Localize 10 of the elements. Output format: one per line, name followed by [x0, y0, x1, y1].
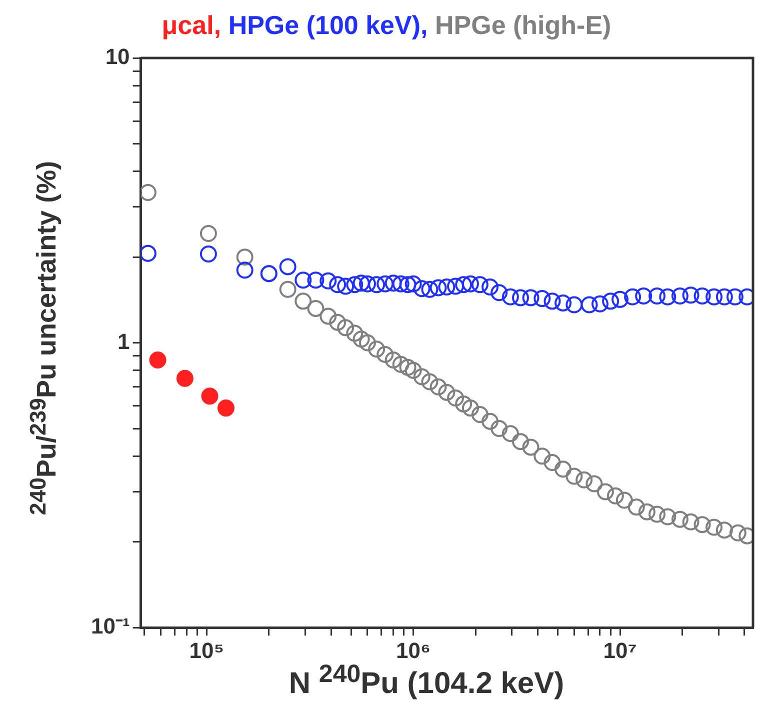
- text: μcal,: [162, 10, 222, 40]
- y-tick-label: 1: [118, 328, 130, 354]
- x-tick-label: 10⁶: [396, 638, 431, 663]
- text: HPGe (100 keV),: [228, 10, 429, 40]
- x-tick-label: 10⁵: [189, 638, 224, 663]
- x-tick-label: 10⁷: [603, 638, 637, 663]
- x-axis-title: N $^{240}$Pu (104.2 keV): [288, 660, 564, 700]
- text: HPGe (high-E): [434, 10, 612, 40]
- y-tick-label: 10: [105, 44, 130, 70]
- y-tick-label: 10⁻¹: [91, 614, 130, 639]
